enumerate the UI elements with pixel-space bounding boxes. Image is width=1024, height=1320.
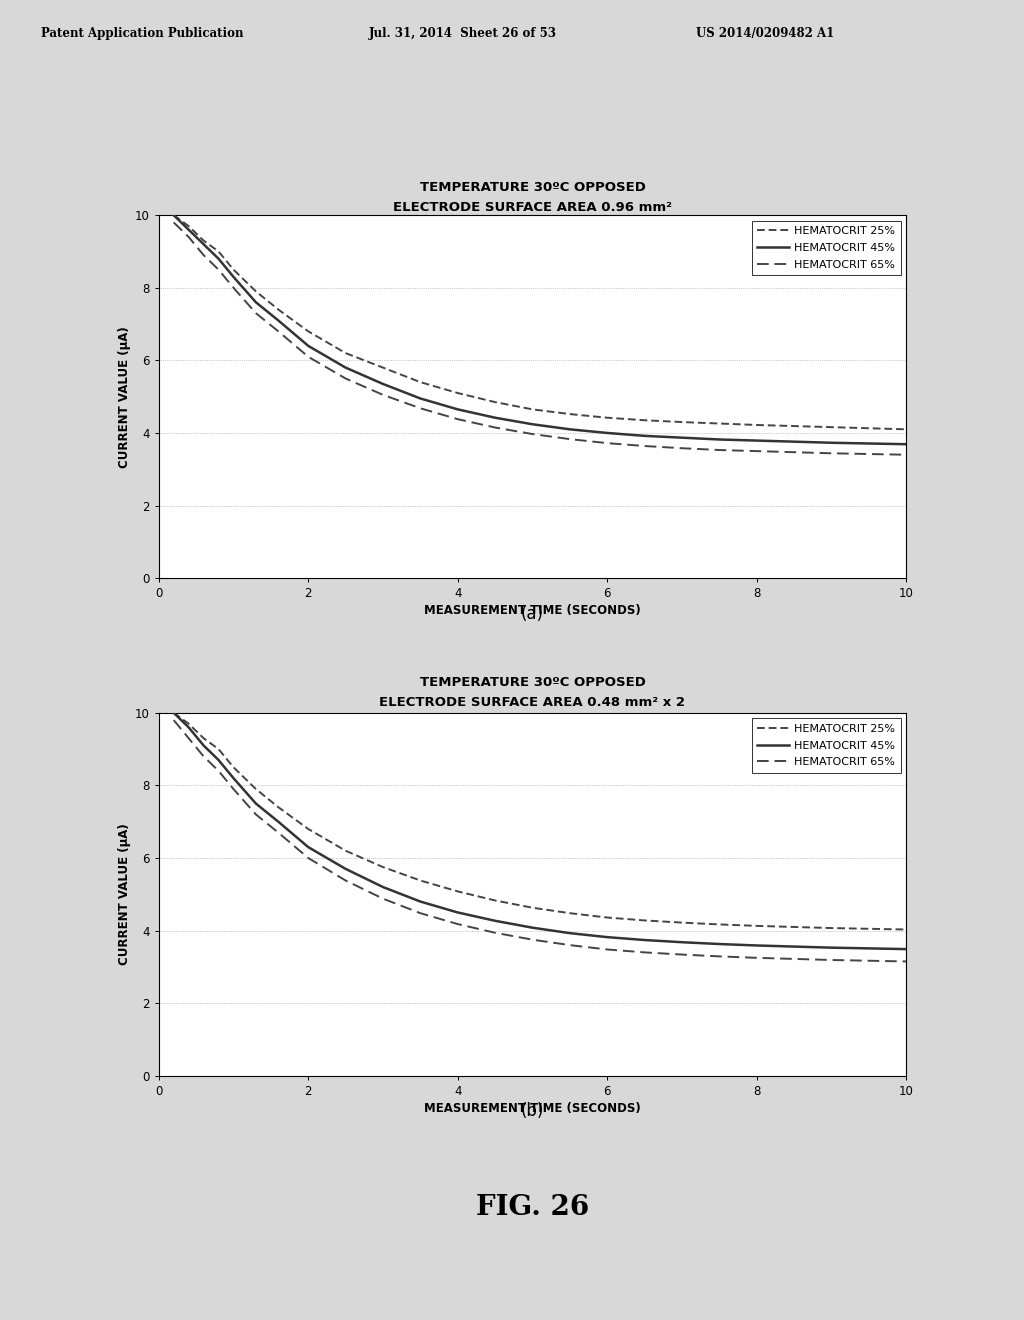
Text: ELECTRODE SURFACE AREA 0.48 mm² x 2: ELECTRODE SURFACE AREA 0.48 mm² x 2 xyxy=(380,696,685,709)
Legend: HEMATOCRIT 25%, HEMATOCRIT 45%, HEMATOCRIT 65%: HEMATOCRIT 25%, HEMATOCRIT 45%, HEMATOCR… xyxy=(752,220,901,275)
Text: TEMPERATURE 30ºC OPPOSED: TEMPERATURE 30ºC OPPOSED xyxy=(420,676,645,689)
Y-axis label: CURRENT VALUE (μA): CURRENT VALUE (μA) xyxy=(118,326,131,467)
Text: US 2014/0209482 A1: US 2014/0209482 A1 xyxy=(696,26,835,40)
Y-axis label: CURRENT VALUE (μA): CURRENT VALUE (μA) xyxy=(118,824,131,965)
X-axis label: MEASUREMENT TIME (SECONDS): MEASUREMENT TIME (SECONDS) xyxy=(424,605,641,618)
Legend: HEMATOCRIT 25%, HEMATOCRIT 45%, HEMATOCRIT 65%: HEMATOCRIT 25%, HEMATOCRIT 45%, HEMATOCR… xyxy=(752,718,901,772)
Text: (a): (a) xyxy=(521,605,544,623)
Text: Patent Application Publication: Patent Application Publication xyxy=(41,26,244,40)
X-axis label: MEASUREMENT TIME (SECONDS): MEASUREMENT TIME (SECONDS) xyxy=(424,1102,641,1115)
Text: Jul. 31, 2014  Sheet 26 of 53: Jul. 31, 2014 Sheet 26 of 53 xyxy=(369,26,557,40)
Text: FIG. 26: FIG. 26 xyxy=(476,1195,589,1221)
Text: ELECTRODE SURFACE AREA 0.96 mm²: ELECTRODE SURFACE AREA 0.96 mm² xyxy=(393,201,672,214)
Text: (b): (b) xyxy=(521,1102,544,1121)
Text: TEMPERATURE 30ºC OPPOSED: TEMPERATURE 30ºC OPPOSED xyxy=(420,181,645,194)
